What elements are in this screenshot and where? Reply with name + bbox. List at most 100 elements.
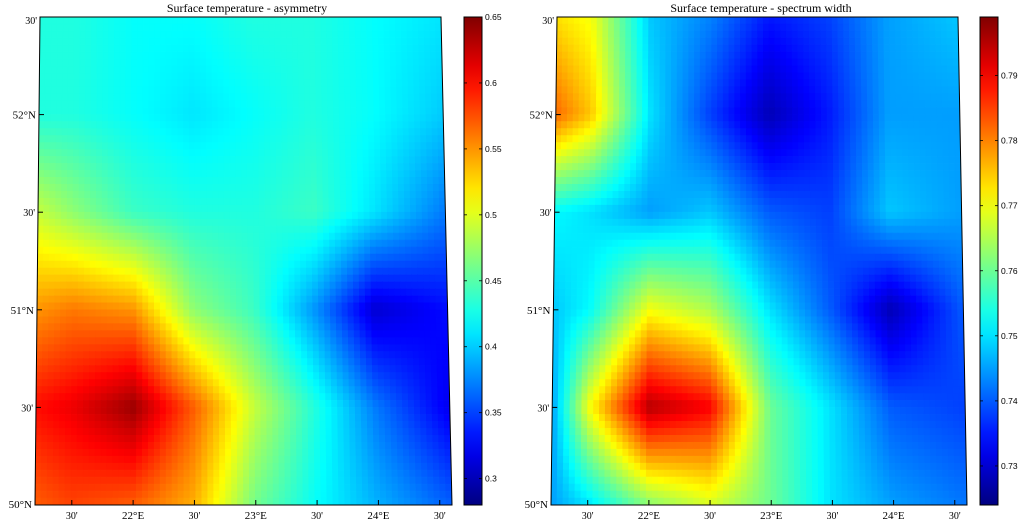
heatmap-cell [290, 469, 298, 478]
heatmap-cell [95, 184, 103, 192]
heatmap-cell [207, 386, 214, 394]
heatmap-cell [300, 295, 308, 304]
heatmap-cell [425, 414, 433, 422]
heatmap-cell [53, 351, 61, 359]
heatmap-cell [270, 246, 278, 255]
heatmap-cell [391, 462, 399, 471]
heatmap-cell [337, 448, 345, 457]
heatmap-cell [95, 330, 102, 339]
heatmap-cell [380, 204, 388, 213]
heatmap-cell [311, 218, 318, 227]
heatmap-cell [106, 365, 114, 373]
heatmap-cell [235, 121, 242, 129]
heatmap-cell [414, 441, 422, 450]
heatmap-cell [218, 225, 225, 234]
heatmap-cell [194, 135, 202, 143]
heatmap-cell [136, 407, 143, 415]
heatmap-cell [335, 316, 343, 325]
heatmap-cell [124, 379, 132, 387]
heatmap-cell [118, 337, 126, 346]
heatmap-cell [330, 372, 338, 380]
heatmap-cell [305, 198, 312, 206]
heatmap-cell [39, 23, 47, 32]
heatmap-cell [36, 288, 44, 297]
heatmap-cell [366, 400, 374, 408]
heatmap-cell [253, 302, 261, 311]
heatmap-cell [177, 93, 184, 101]
heatmap-cell [444, 462, 452, 471]
heatmap-cell [344, 497, 352, 505]
heatmap-cell [241, 218, 248, 227]
heatmap-cell [67, 65, 75, 74]
heatmap-cell [217, 191, 225, 199]
heatmap-cell [218, 204, 225, 213]
heatmap-cell [330, 316, 337, 325]
heatmap-cell [72, 211, 79, 220]
heatmap-cell [188, 100, 196, 108]
heatmap-cell [229, 149, 236, 157]
heatmap-cell [258, 232, 266, 241]
heatmap-cell [79, 93, 86, 101]
heatmap-cell [324, 316, 331, 325]
heatmap-cell [556, 17, 564, 25]
heatmap-cell [47, 351, 55, 359]
heatmap-cell [281, 149, 289, 157]
heatmap-cell [342, 358, 350, 366]
heatmap-cell [61, 107, 69, 115]
heatmap-cell [124, 344, 132, 352]
heatmap-cell [385, 483, 393, 492]
heatmap-cell [349, 448, 357, 457]
heatmap-cell [96, 30, 104, 39]
heatmap-cell [148, 267, 155, 276]
heatmap-cell [107, 218, 114, 227]
heatmap-cell [96, 170, 103, 178]
heatmap-cell [217, 114, 225, 122]
heatmap-cell [281, 177, 289, 185]
heatmap-cell [337, 400, 344, 408]
heatmap-cell [391, 135, 398, 143]
heatmap-cell [389, 379, 397, 387]
heatmap-cell [88, 427, 96, 436]
heatmap-cell [60, 288, 67, 297]
heatmap-cell [409, 204, 417, 213]
heatmap-cell [430, 86, 438, 94]
heatmap-cell [412, 337, 420, 346]
heatmap-cell [82, 407, 90, 415]
heatmap-cell [265, 330, 273, 339]
heatmap-cell [421, 177, 428, 185]
heatmap-cell [307, 393, 315, 401]
heatmap-cell [338, 490, 346, 499]
heatmap-cell [310, 163, 318, 171]
heatmap-cell [119, 211, 126, 220]
heatmap-cell [112, 393, 120, 401]
heatmap-cell [48, 302, 56, 311]
heatmap-cell [230, 253, 237, 262]
heatmap-cell [66, 295, 73, 304]
heatmap-cell [76, 455, 84, 464]
heatmap-cell [106, 427, 114, 436]
heatmap-cell [213, 393, 220, 401]
heatmap-cell [142, 337, 149, 346]
heatmap-cell [183, 51, 190, 60]
heatmap-cell [59, 358, 67, 366]
heatmap-cell [411, 281, 419, 290]
heatmap-cell [107, 288, 114, 297]
heatmap-cell [171, 323, 179, 332]
heatmap-cell [288, 302, 296, 311]
heatmap-cell [96, 79, 103, 87]
heatmap-cell [53, 337, 61, 346]
heatmap-cell [334, 232, 342, 241]
heatmap-cell [335, 260, 342, 269]
heatmap-cell [154, 295, 161, 304]
heatmap-cell [124, 309, 132, 318]
heatmap-cell [94, 414, 102, 422]
heatmap-cell [47, 400, 55, 408]
heatmap-cell [676, 17, 684, 25]
heatmap-cell [278, 462, 286, 471]
heatmap-cell [59, 407, 66, 415]
heatmap-cell [183, 400, 190, 408]
heatmap-cell [419, 79, 426, 87]
heatmap-cell [177, 107, 184, 115]
heatmap-cell [235, 191, 242, 199]
heatmap-cell [206, 58, 213, 67]
